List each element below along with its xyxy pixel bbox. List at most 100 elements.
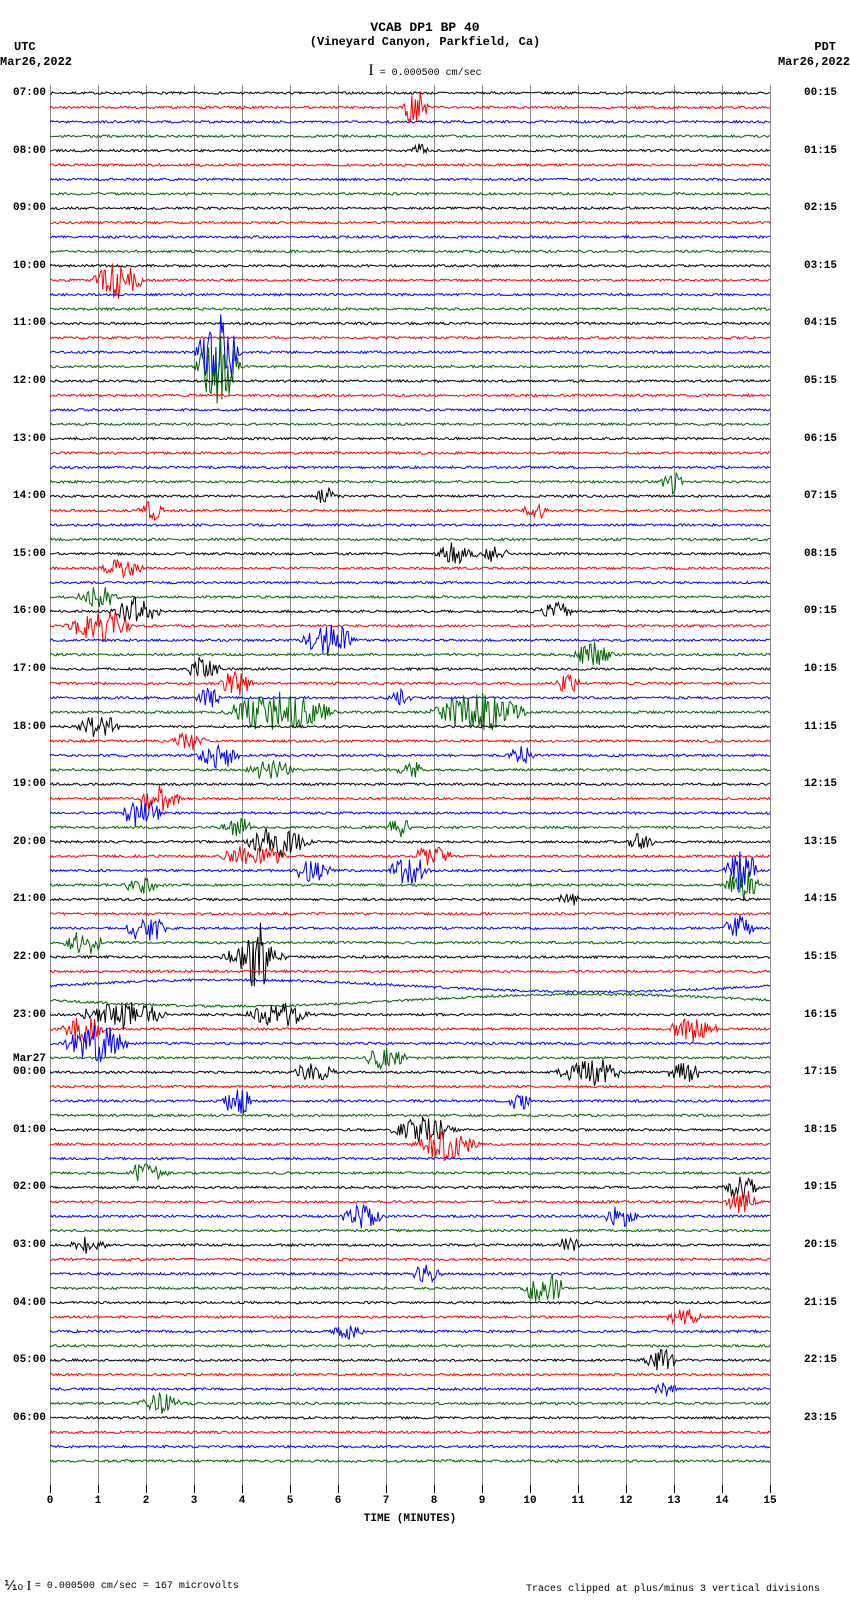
seismic-trace xyxy=(50,1177,770,1200)
utc-time-label: 15:00 xyxy=(13,548,46,560)
seismic-trace xyxy=(50,1309,770,1324)
seismic-trace xyxy=(50,970,770,972)
seismic-trace xyxy=(50,538,770,540)
seismic-trace xyxy=(50,1157,770,1159)
utc-time-label: 00:00 xyxy=(13,1066,46,1078)
x-tick-label: 12 xyxy=(619,1495,632,1507)
seismic-trace xyxy=(50,423,770,425)
x-tick-label: 13 xyxy=(667,1495,680,1507)
pdt-time-label: 15:15 xyxy=(804,951,837,963)
seismogram-container: VCAB DP1 BP 40 (Vineyard Canyon, Parkfie… xyxy=(0,0,850,1613)
x-tick-mark xyxy=(578,1485,579,1493)
seismic-trace xyxy=(50,236,770,238)
seismic-trace xyxy=(50,437,770,439)
seismic-trace xyxy=(50,380,770,382)
x-tick-label: 4 xyxy=(239,1495,246,1507)
seismic-trace xyxy=(50,828,770,857)
seismic-trace xyxy=(50,265,770,267)
seismic-trace xyxy=(50,1002,770,1029)
x-axis: TIME (MINUTES) 0123456789101112131415 xyxy=(50,1485,770,1545)
pdt-time-label: 05:15 xyxy=(804,375,837,387)
pdt-time-label: 11:15 xyxy=(804,721,837,733)
x-tick-label: 1 xyxy=(95,1495,102,1507)
seismic-trace xyxy=(50,337,770,339)
seismic-trace xyxy=(50,979,770,993)
pdt-time-label: 08:15 xyxy=(804,548,837,560)
x-tick-mark xyxy=(50,1485,51,1493)
utc-time-label: 07:00 xyxy=(13,87,46,99)
utc-time-label: 18:00 xyxy=(13,721,46,733)
seismic-trace xyxy=(50,178,770,180)
x-tick-mark xyxy=(722,1485,723,1493)
seismic-trace xyxy=(50,1085,770,1087)
utc-time-label: 03:00 xyxy=(13,1239,46,1251)
utc-time-label: 23:00 xyxy=(13,1009,46,1021)
seismic-trace xyxy=(50,560,770,578)
pdt-time-label: 07:15 xyxy=(804,490,837,502)
seismic-trace xyxy=(50,502,770,520)
seismic-trace xyxy=(50,1205,770,1229)
seismic-trace xyxy=(50,913,770,915)
seismic-trace xyxy=(50,92,770,94)
seismic-trace xyxy=(50,581,770,583)
seismic-trace xyxy=(50,1117,770,1142)
seismic-trace xyxy=(50,932,770,954)
seismic-trace xyxy=(50,1237,770,1254)
x-tick-mark xyxy=(530,1485,531,1493)
seismic-trace xyxy=(50,657,770,676)
x-tick-label: 5 xyxy=(287,1495,294,1507)
utc-time-label: 02:00 xyxy=(13,1181,46,1193)
x-tick-label: 14 xyxy=(715,1495,728,1507)
date-left: Mar26,2022 xyxy=(0,55,72,69)
seismic-trace xyxy=(50,1164,770,1181)
utc-time-label: 11:00 xyxy=(13,317,46,329)
utc-time-label: 16:00 xyxy=(13,605,46,617)
seismic-trace xyxy=(50,164,770,166)
x-tick-mark xyxy=(386,1485,387,1493)
x-tick-mark xyxy=(482,1485,483,1493)
seismic-trace xyxy=(50,91,770,122)
seismic-trace xyxy=(50,1025,770,1062)
utc-time-label: 06:00 xyxy=(13,1412,46,1424)
seismic-trace xyxy=(50,543,770,564)
pdt-time-label: 21:15 xyxy=(804,1297,837,1309)
utc-time-label: 01:00 xyxy=(13,1124,46,1136)
seismic-trace xyxy=(50,144,770,153)
seismic-trace xyxy=(50,1089,770,1113)
x-tick-mark xyxy=(674,1485,675,1493)
seismic-trace xyxy=(50,1301,770,1303)
seismic-trace xyxy=(50,1417,770,1419)
seismic-trace xyxy=(50,993,770,1007)
seismogram-plot xyxy=(50,85,770,1485)
utc-time-label: 19:00 xyxy=(13,778,46,790)
seismic-trace xyxy=(50,308,770,310)
chart-header: VCAB DP1 BP 40 (Vineyard Canyon, Parkfie… xyxy=(0,20,850,49)
seismic-trace xyxy=(50,314,770,389)
timezone-left: UTC xyxy=(14,40,36,54)
x-tick-label: 9 xyxy=(479,1495,486,1507)
grid-line xyxy=(770,85,771,1485)
footer-scale: ⅒ I = 0.000500 cm/sec = 167 microvolts xyxy=(4,1578,239,1595)
scale-indicator: I = 0.000500 cm/sec xyxy=(0,62,850,80)
x-tick-label: 11 xyxy=(571,1495,584,1507)
x-tick-mark xyxy=(146,1485,147,1493)
seismic-trace xyxy=(50,409,770,411)
seismic-trace xyxy=(50,1060,770,1086)
seismic-trace xyxy=(50,642,770,665)
seismic-trace xyxy=(50,1350,770,1371)
pdt-time-label: 12:15 xyxy=(804,778,837,790)
seismic-trace xyxy=(50,613,770,641)
seismic-trace xyxy=(50,1345,770,1347)
timezone-right: PDT xyxy=(814,40,836,54)
pdt-time-label: 09:15 xyxy=(804,605,837,617)
seismic-trace xyxy=(50,625,770,656)
pdt-time-label: 20:15 xyxy=(804,1239,837,1251)
seismic-trace xyxy=(50,1258,770,1260)
date-rollover-label: Mar27 xyxy=(13,1053,46,1065)
seismic-trace xyxy=(50,336,770,404)
seismic-trace xyxy=(50,1048,770,1068)
pdt-time-labels: 00:1501:1502:1503:1504:1505:1506:1507:15… xyxy=(802,85,850,1485)
x-tick-label: 2 xyxy=(143,1495,150,1507)
x-tick-label: 6 xyxy=(335,1495,342,1507)
utc-time-label: 12:00 xyxy=(13,375,46,387)
